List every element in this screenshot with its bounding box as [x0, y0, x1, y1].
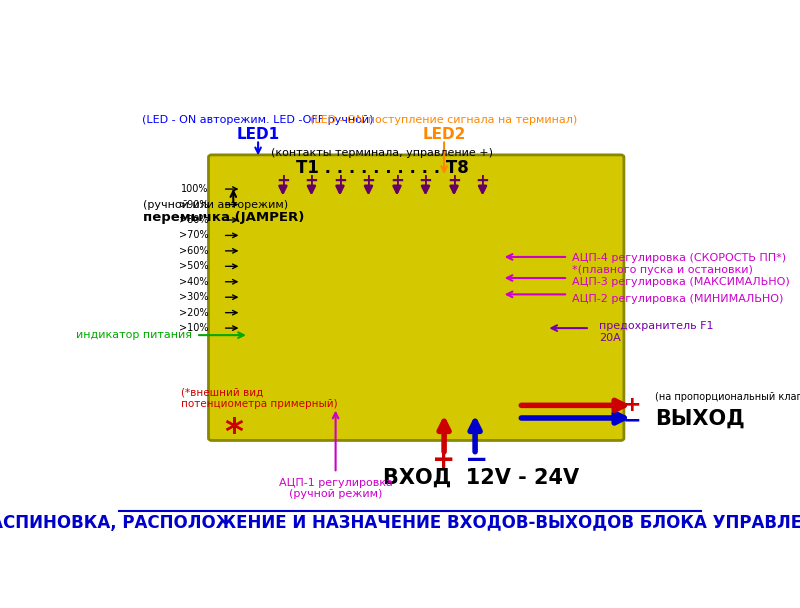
Text: 100%: 100%	[181, 184, 209, 194]
Text: >90%: >90%	[179, 199, 209, 210]
Text: +: +	[447, 171, 461, 190]
Text: +: +	[390, 171, 404, 190]
Text: (на пропорциональный клапан): (на пропорциональный клапан)	[655, 392, 800, 402]
Text: +: +	[276, 171, 290, 190]
Text: +: +	[622, 395, 642, 415]
Text: АЦП-2 регулировка (МИНИМАЛЬНО): АЦП-2 регулировка (МИНИМАЛЬНО)	[573, 294, 784, 303]
Text: +: +	[433, 446, 456, 474]
FancyBboxPatch shape	[209, 155, 624, 440]
Text: >10%: >10%	[179, 323, 209, 333]
Text: (ручной или авторежим): (ручной или авторежим)	[143, 200, 289, 210]
Text: РАСПИНОВКА, РАСПОЛОЖЕНИЕ И НАЗНАЧЕНИЕ ВХОДОВ-ВЫХОДОВ БЛОКА УПРАВЛЕНИЯ: РАСПИНОВКА, РАСПОЛОЖЕНИЕ И НАЗНАЧЕНИЕ ВХ…	[0, 514, 800, 533]
Text: +: +	[333, 171, 347, 190]
Text: перемычка (JAMPER): перемычка (JAMPER)	[143, 210, 305, 224]
Text: +: +	[418, 171, 433, 190]
Text: индикатор питания: индикатор питания	[76, 330, 192, 340]
Text: >80%: >80%	[179, 215, 209, 225]
Text: *: *	[224, 415, 243, 449]
Text: LED1: LED1	[237, 127, 280, 142]
Text: >30%: >30%	[179, 292, 209, 302]
Text: >50%: >50%	[179, 261, 209, 271]
Text: предохранитель F1
20А: предохранитель F1 20А	[599, 321, 714, 343]
Text: (LED - ON авторежим. LED -OFF ручной): (LED - ON авторежим. LED -OFF ручной)	[142, 115, 374, 125]
Text: >60%: >60%	[179, 246, 209, 256]
Text: АЦП-1 регулировка
(ручной режим): АЦП-1 регулировка (ручной режим)	[278, 478, 393, 500]
Text: АЦП-3 регулировка (МАКСИМАЛЬНО): АЦП-3 регулировка (МАКСИМАЛЬНО)	[573, 277, 790, 287]
Text: Т1 . . . . . . . . . . Т8: Т1 . . . . . . . . . . Т8	[296, 159, 469, 176]
Text: (LED - ON поступление сигнала на терминал): (LED - ON поступление сигнала на термина…	[310, 115, 578, 125]
Text: −: −	[622, 410, 642, 430]
Text: +: +	[305, 171, 318, 190]
Text: >20%: >20%	[179, 308, 209, 317]
Text: >40%: >40%	[179, 277, 209, 287]
Text: +: +	[476, 171, 490, 190]
Text: (контакты терминала, управление +): (контакты терминала, управление +)	[271, 148, 493, 159]
Text: >70%: >70%	[179, 230, 209, 240]
Text: АЦП-4 регулировка (СКОРОСТЬ ПП*)
*(плавного пуска и остановки): АЦП-4 регулировка (СКОРОСТЬ ПП*) *(плавн…	[573, 253, 786, 275]
Text: −: −	[465, 446, 488, 474]
Text: (*внешний вид
потенциометра примерный): (*внешний вид потенциометра примерный)	[181, 387, 338, 409]
Text: ВЫХОД: ВЫХОД	[655, 409, 745, 429]
Text: ВХОД  12V - 24V: ВХОД 12V - 24V	[383, 468, 579, 488]
Text: +: +	[362, 171, 375, 190]
Text: LED2: LED2	[422, 127, 466, 142]
